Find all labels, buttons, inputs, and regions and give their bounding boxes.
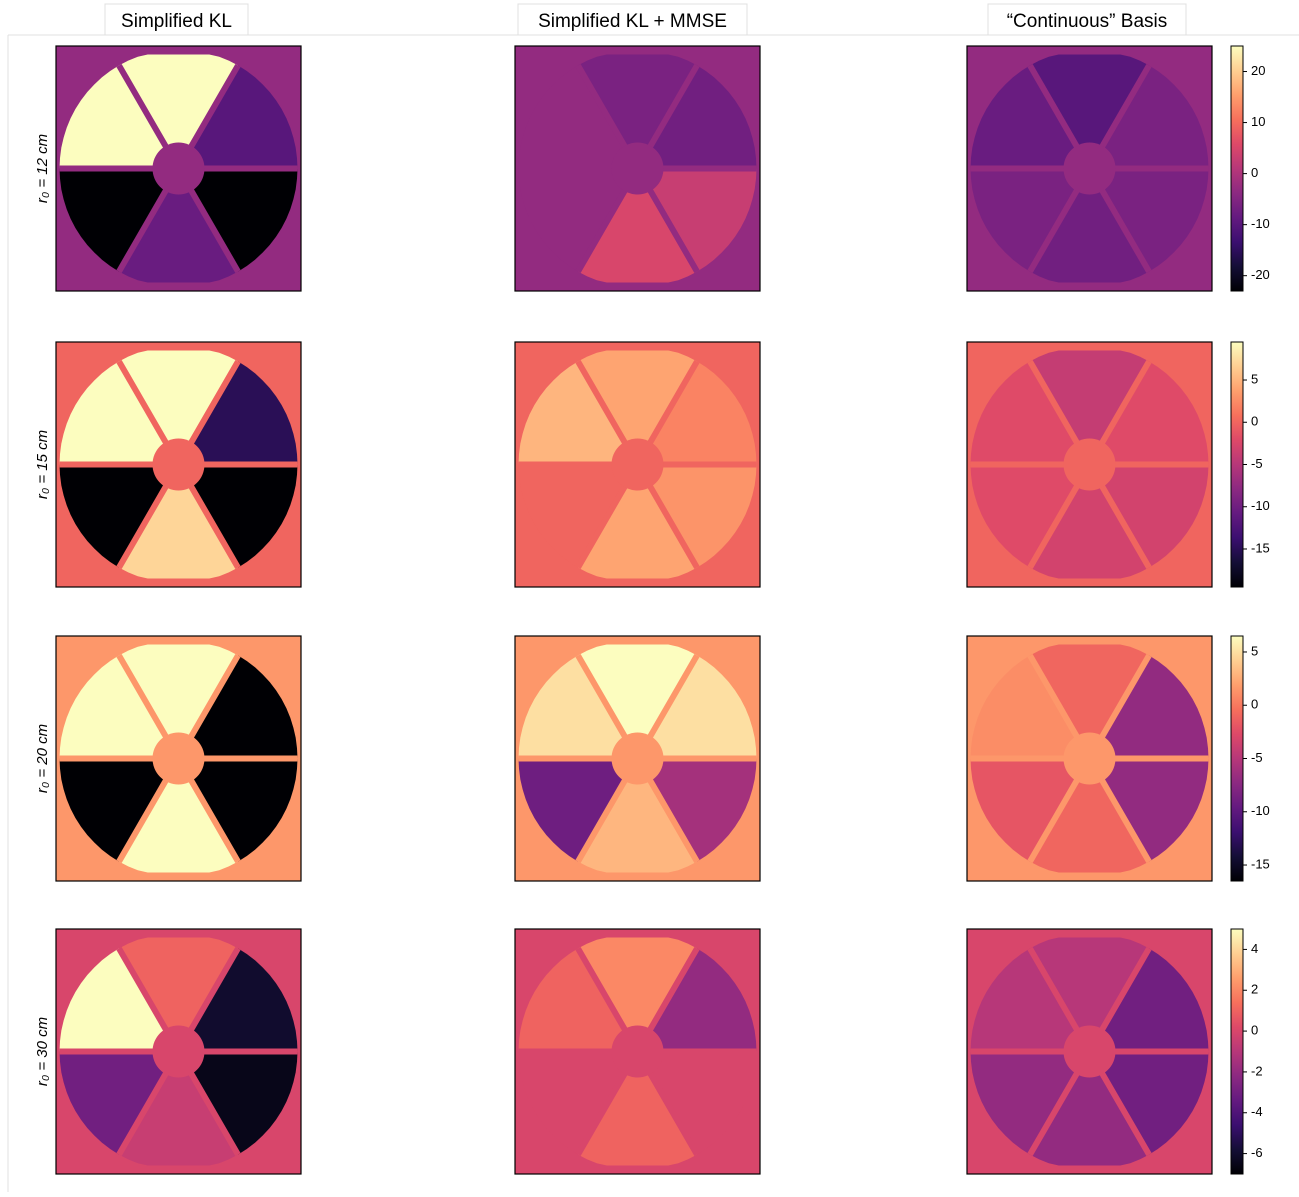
central-obscuration xyxy=(1063,438,1116,491)
central-obscuration xyxy=(1063,142,1116,195)
central-obscuration xyxy=(152,438,205,491)
segment xyxy=(567,644,708,759)
colorbar-tick-label: -2 xyxy=(1251,1063,1263,1078)
central-obscuration xyxy=(611,1025,664,1078)
colorbar xyxy=(1230,341,1244,588)
row-label: r₀ = 20 cm xyxy=(34,724,51,793)
segment xyxy=(567,54,708,169)
panel xyxy=(966,341,1213,588)
segment xyxy=(108,168,249,283)
colorbar-tick-label: -4 xyxy=(1251,1104,1263,1119)
colorbar-tick-label: -5 xyxy=(1251,456,1263,471)
panel xyxy=(514,341,761,588)
row-label: r₀ = 30 cm xyxy=(34,1017,51,1086)
segment xyxy=(1019,644,1160,759)
panel xyxy=(55,635,302,882)
colorbar-tick-label: -10 xyxy=(1251,498,1270,513)
colorbar-tick-label: -15 xyxy=(1251,540,1270,555)
panel-frame xyxy=(55,45,302,292)
panel-frame xyxy=(514,635,761,882)
panel-frame xyxy=(55,341,302,588)
segment xyxy=(108,464,249,579)
panel-frame xyxy=(514,928,761,1175)
colorbar-tick-label: 0 xyxy=(1251,165,1258,180)
segment xyxy=(108,758,249,873)
colorbar-tick-label: 20 xyxy=(1251,63,1265,78)
panel-frame xyxy=(514,341,761,588)
colorbar-tick-label: 5 xyxy=(1251,371,1258,386)
panel xyxy=(55,928,302,1175)
column-tab xyxy=(517,3,748,36)
colorbar-tick-label: 5 xyxy=(1251,643,1258,658)
central-obscuration xyxy=(611,732,664,785)
colorbar-tick-label: -6 xyxy=(1251,1145,1263,1160)
column-title: Simplified KL + MMSE xyxy=(538,11,727,32)
panel-frame xyxy=(966,928,1213,1175)
column-tab xyxy=(987,3,1187,36)
segment xyxy=(567,350,708,465)
row-label: r₀ = 12 cm xyxy=(34,134,51,203)
colorbar-tick-label: 2 xyxy=(1251,982,1258,997)
segment xyxy=(1019,350,1160,465)
panel-frame xyxy=(966,635,1213,882)
colorbar-tick-label: 0 xyxy=(1251,414,1258,429)
colorbar xyxy=(1230,928,1244,1175)
column-title: Simplified KL xyxy=(121,11,232,32)
colorbar-tick-label: -10 xyxy=(1251,216,1270,231)
segment xyxy=(108,54,249,169)
colorbar-tick-label: -15 xyxy=(1251,856,1270,871)
segment xyxy=(1019,54,1160,169)
pupil xyxy=(518,54,757,283)
row-label: r₀ = 15 cm xyxy=(34,430,51,499)
panel xyxy=(55,341,302,588)
segment xyxy=(1019,758,1160,873)
column-title: “Continuous” Basis xyxy=(1007,11,1168,32)
panel xyxy=(514,45,761,292)
segment xyxy=(1019,464,1160,579)
central-obscuration xyxy=(152,1025,205,1078)
segment xyxy=(1019,168,1160,283)
central-obscuration xyxy=(611,438,664,491)
colorbar-tick-label: 10 xyxy=(1251,114,1265,129)
panel-frame xyxy=(966,45,1213,292)
panel xyxy=(55,45,302,292)
segment xyxy=(108,937,249,1052)
segment xyxy=(108,644,249,759)
segment xyxy=(567,937,708,1052)
colorbar-tick-label: -5 xyxy=(1251,750,1263,765)
segment xyxy=(567,168,708,283)
segment xyxy=(567,758,708,873)
central-obscuration xyxy=(152,142,205,195)
column-tab xyxy=(104,3,249,36)
colorbar-tick-label: 0 xyxy=(1251,1023,1258,1038)
panel-frame xyxy=(966,341,1213,588)
segment xyxy=(1019,1051,1160,1166)
panel xyxy=(514,635,761,882)
segment xyxy=(567,464,708,579)
panel xyxy=(966,928,1213,1175)
segment xyxy=(108,350,249,465)
colorbar-tick-label: 0 xyxy=(1251,697,1258,712)
colorbar-tick-label: -10 xyxy=(1251,803,1270,818)
colorbar xyxy=(1230,635,1244,882)
central-obscuration xyxy=(611,142,664,195)
central-obscuration xyxy=(1063,1025,1116,1078)
colorbar-tick-label: 4 xyxy=(1251,941,1258,956)
panel xyxy=(514,928,761,1175)
panel-frame xyxy=(514,45,761,292)
panel xyxy=(966,635,1213,882)
panel-frame xyxy=(55,928,302,1175)
segment xyxy=(567,1051,708,1166)
colorbar-tick-label: -20 xyxy=(1251,267,1270,282)
segment xyxy=(108,1051,249,1166)
segment xyxy=(1019,937,1160,1052)
colorbar xyxy=(1230,45,1244,292)
panel-frame xyxy=(55,635,302,882)
central-obscuration xyxy=(152,732,205,785)
panel xyxy=(966,45,1213,292)
central-obscuration xyxy=(1063,732,1116,785)
